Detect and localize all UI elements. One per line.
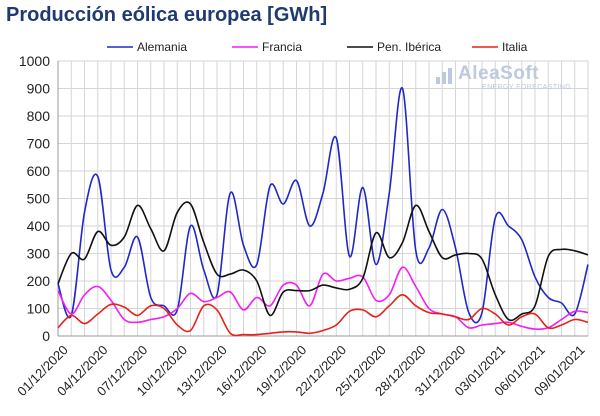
legend-label: Italia (502, 40, 528, 54)
y-tick-label: 100 (27, 301, 51, 317)
logo-name: AleaSoft (458, 63, 540, 84)
y-tick-label: 400 (27, 218, 51, 234)
y-tick-label: 600 (27, 163, 51, 179)
y-tick-label: 0 (42, 328, 50, 344)
x-axis-ticks: 01/12/202004/12/202007/12/202010/12/2020… (14, 342, 587, 399)
legend: Alemania Francia Pen. Ibérica Italia (107, 40, 528, 54)
legend-label: Francia (262, 40, 302, 54)
y-tick-label: 300 (27, 246, 51, 262)
aleasoft-logo: AleaSoft ENERGY FORECASTING (432, 63, 580, 99)
y-axis-ticks: 0 100 200 300 400 500 600 700 800 900 1000 (19, 53, 50, 344)
y-tick-label: 800 (27, 108, 51, 124)
y-tick-label: 200 (27, 273, 51, 289)
logo-tagline: ENERGY FORECASTING (482, 84, 572, 91)
y-tick-label: 500 (27, 191, 51, 207)
y-tick-label: 900 (27, 81, 51, 97)
grid (57, 60, 589, 337)
series-line-francia (57, 266, 589, 331)
chart-title: Producción eólica europea [GWh] (6, 4, 328, 26)
legend-label: Alemania (137, 40, 187, 54)
logo-mark-icon (436, 68, 452, 84)
y-tick-label: 1000 (19, 53, 50, 69)
series-line-pen-ib-rica (57, 201, 589, 322)
legend-label: Pen. Ibérica (377, 40, 441, 54)
y-tick-label: 700 (27, 136, 51, 152)
series-lines (57, 87, 589, 337)
series-line-alemania (57, 87, 589, 324)
series-line-italia (57, 294, 589, 337)
